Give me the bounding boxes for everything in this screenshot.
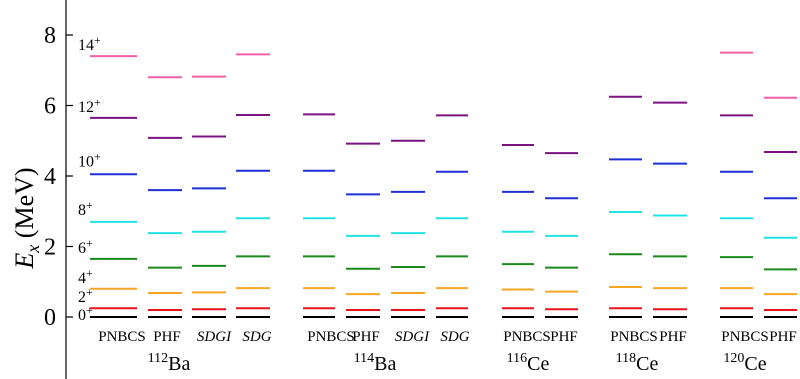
spin-parity: + (86, 303, 93, 317)
spin-value: 10 (78, 153, 94, 170)
method-label: PHF (550, 329, 578, 345)
y-axis-label: Ex (MeV) (10, 167, 43, 269)
spin-parity: + (94, 149, 101, 163)
nucleus-symbol: Ce (744, 353, 766, 375)
nucleus-label: 112Ba (148, 351, 191, 375)
spin-value: 4 (78, 270, 86, 287)
y-tick-label: 8 (44, 23, 56, 49)
y-ticks: 0 2 4 6 8 (44, 23, 73, 331)
method-label: PHF (352, 329, 380, 345)
nucleus-label: 116Ce (507, 351, 550, 375)
method-label: SDGI (395, 329, 430, 345)
spin-value: 8 (78, 202, 86, 219)
y-tick-label: 2 (44, 235, 56, 261)
nucleus-mass: 116 (507, 351, 527, 366)
spin-parity: + (94, 33, 101, 47)
spin-value: 0 (78, 307, 86, 324)
nucleus-symbol: Ce (636, 353, 658, 375)
spin-parity: + (94, 95, 101, 109)
spin-label: 6+ (78, 236, 93, 257)
spin-value: 14 (78, 37, 94, 54)
spin-parity: + (86, 285, 93, 299)
method-label: SDGI (197, 329, 232, 345)
method-label: SDG (440, 329, 469, 345)
nucleus-symbol: Ba (168, 353, 190, 375)
nucleus-labels: 112Ba 114Ba 116Ce 118Ce 120Ce (148, 351, 767, 375)
nucleus-label: 118Ce (616, 351, 659, 375)
y-axis-label-unit: (MeV) (10, 167, 39, 244)
spin-label: 2+ (78, 285, 93, 306)
nucleus-label: 114Ba (354, 351, 397, 375)
y-tick-label: 4 (44, 164, 56, 190)
spin-parity: + (86, 266, 93, 280)
levels (90, 51, 797, 318)
method-label: PNBCS (98, 329, 146, 345)
method-label: PHF (153, 329, 181, 345)
method-label: PNBCS (307, 329, 355, 345)
spin-parity: + (86, 198, 93, 212)
y-tick-label: 6 (44, 94, 56, 120)
nucleus-mass: 112 (148, 351, 168, 366)
method-label: PHF (769, 329, 797, 345)
y-axis-label-main: E (10, 253, 39, 270)
nucleus-mass: 114 (354, 351, 374, 366)
method-label: PNBCS (610, 329, 658, 345)
nucleus-mass: 118 (616, 351, 636, 366)
spin-label: 12+ (78, 95, 101, 116)
nucleus-symbol: Ce (527, 353, 549, 375)
method-label: PHF (659, 329, 687, 345)
method-label: SDG (242, 329, 271, 345)
nucleus-mass: 120 (723, 351, 744, 366)
y-tick-label: 0 (44, 305, 56, 331)
spin-label: 4+ (78, 266, 93, 287)
spin-label: 8+ (78, 198, 93, 219)
spin-value: 2 (78, 289, 86, 306)
nucleus-label: 120Ce (723, 351, 766, 375)
spin-value: 6 (78, 240, 86, 257)
y-axis-label-sub: x (23, 245, 43, 254)
spin-value: 12 (78, 99, 94, 116)
spin-label: 14+ (78, 33, 101, 54)
spin-label: 10+ (78, 149, 101, 170)
nucleus-symbol: Ba (374, 353, 396, 375)
method-label: PNBCS (721, 329, 769, 345)
spin-labels: 0+2+4+6+8+10+12+14+ (78, 33, 101, 324)
method-label: PNBCS (503, 329, 551, 345)
spin-label: 0+ (78, 303, 93, 324)
spin-parity: + (86, 236, 93, 250)
